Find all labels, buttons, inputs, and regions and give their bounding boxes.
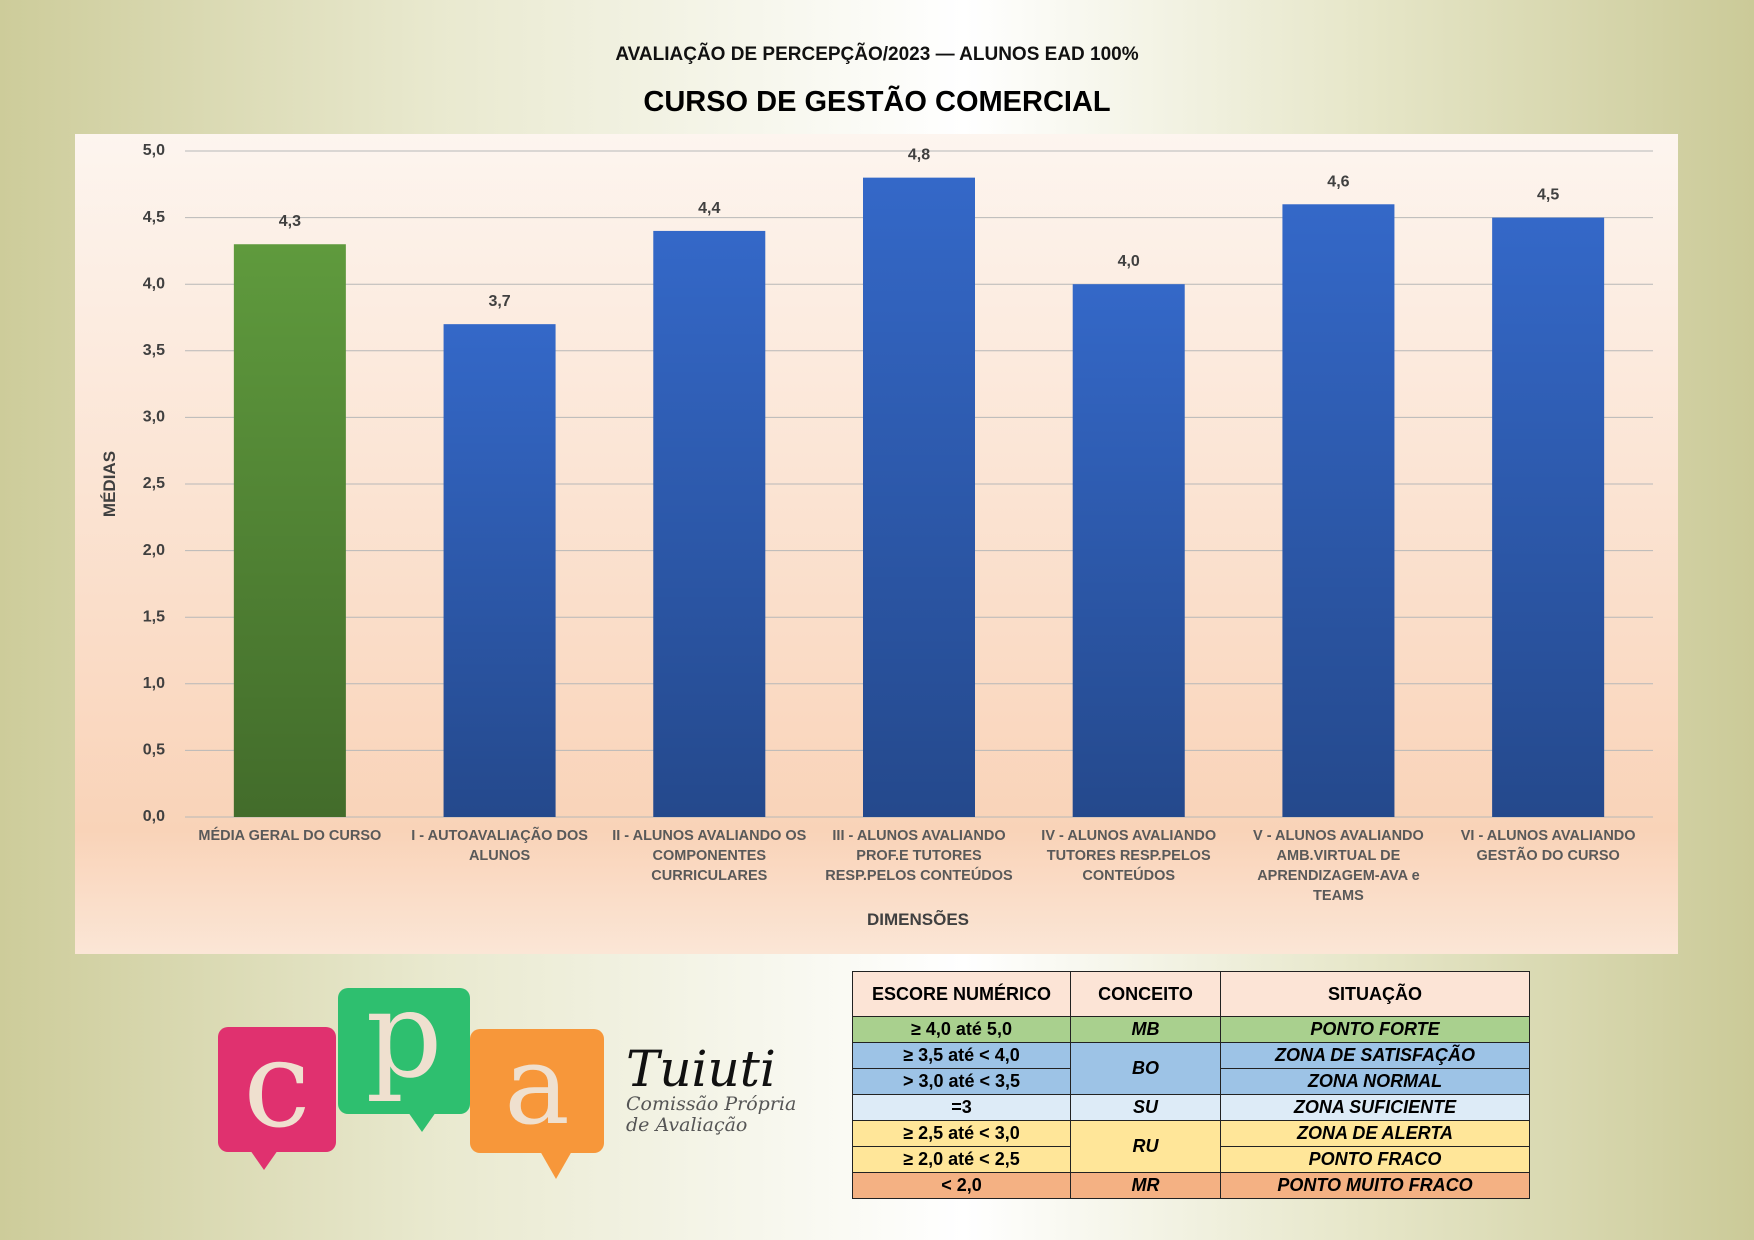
logo-letter: a bbox=[470, 1029, 604, 1153]
table-row: ≥ 2,5 até < 3,0 RU ZONA DE ALERTA bbox=[852, 1120, 1530, 1173]
concept-cell: SU bbox=[1070, 1094, 1221, 1121]
x-tick-label: V - ALUNOS AVALIANDO AMB.VIRTUAL DE APRE… bbox=[1253, 828, 1424, 904]
y-tick-label: 2,0 bbox=[143, 542, 165, 559]
logo-letter: p bbox=[338, 976, 470, 1114]
logo-tail bbox=[408, 1112, 436, 1132]
logo-name: Tuiuti bbox=[626, 1040, 776, 1098]
y-tick-label: 0,0 bbox=[143, 808, 165, 825]
bar-shade bbox=[653, 230, 766, 818]
logo-tail bbox=[250, 1150, 278, 1170]
logo-tail bbox=[540, 1151, 572, 1179]
y-tick-label: 3,5 bbox=[143, 342, 165, 359]
score-cell: < 2,0 bbox=[852, 1172, 1071, 1199]
y-tick-label: 4,5 bbox=[143, 209, 165, 226]
x-axis-label: DIMENSÕES bbox=[867, 909, 969, 929]
score-cell: =3 bbox=[852, 1094, 1071, 1121]
concept-cell: BO bbox=[1070, 1042, 1221, 1095]
score-cell: ≥ 4,0 até 5,0 bbox=[852, 1016, 1071, 1043]
value-label: 4,0 bbox=[1118, 253, 1140, 270]
header-cell: ESCORE NUMÉRICO bbox=[852, 971, 1071, 1017]
situation-cell: PONTO FRACO bbox=[1220, 1146, 1530, 1173]
logo-subtitle: Comissão Própria de Avaliação bbox=[626, 1094, 796, 1136]
bar-shade bbox=[443, 324, 556, 817]
y-tick-label: 1,0 bbox=[143, 675, 165, 692]
x-tick-label: III - ALUNOS AVALIANDO PROF.E TUTORES RE… bbox=[825, 828, 1013, 884]
logo-line: Comissão Própria bbox=[626, 1093, 797, 1115]
header-cell: CONCEITO bbox=[1070, 971, 1221, 1017]
table-row: =3 SU ZONA SUFICIENTE bbox=[852, 1094, 1530, 1121]
value-label: 4,5 bbox=[1537, 187, 1559, 204]
bar-shade bbox=[1282, 204, 1395, 817]
bar-shade bbox=[1072, 284, 1185, 817]
logo-letter: c bbox=[218, 1026, 336, 1152]
table-header: ESCORE NUMÉRICO CONCEITO SITUAÇÃO bbox=[852, 971, 1530, 1017]
score-cell: > 3,0 até < 3,5 bbox=[852, 1068, 1071, 1095]
concept-cell: MR bbox=[1070, 1172, 1221, 1199]
situation-cell: ZONA NORMAL bbox=[1220, 1068, 1530, 1095]
value-label: 3,7 bbox=[488, 293, 510, 310]
page-subtitle: AVALIAÇÃO DE PERCEPÇÃO/2023 — ALUNOS EAD… bbox=[615, 44, 1139, 65]
bar-shade bbox=[863, 177, 975, 817]
situation-cell: ZONA DE SATISFAÇÃO bbox=[1220, 1042, 1530, 1069]
x-tick-label: II - ALUNOS AVALIANDO OS COMPONENTES CUR… bbox=[612, 828, 807, 884]
legend-table: ESCORE NUMÉRICO CONCEITO SITUAÇÃO ≥ 4,0 até… bbox=[852, 971, 1530, 1199]
y-tick-label: 3,0 bbox=[143, 409, 165, 426]
situation-cell: ZONA DE ALERTA bbox=[1220, 1120, 1530, 1147]
situation-cell: ZONA SUFICIENTE bbox=[1220, 1094, 1530, 1121]
chart: MÉDIAS DIMENSÕES 0,0 0,5 1,0 1,5 2,0 2,5 3,0 3,… bbox=[100, 142, 1653, 929]
logo-line: de Avaliação bbox=[626, 1114, 748, 1136]
concept-cell: MB bbox=[1070, 1016, 1221, 1043]
y-tick-label: 5,0 bbox=[143, 142, 165, 159]
score-cell: ≥ 2,5 até < 3,0 bbox=[852, 1120, 1071, 1147]
y-tick-label: 1,5 bbox=[143, 608, 165, 625]
y-tick-label: 2,5 bbox=[143, 475, 165, 492]
situation-cell: PONTO FORTE bbox=[1220, 1016, 1530, 1043]
table-row: ≥ 2,0 até < 2,5 PONTO FRACO bbox=[852, 1146, 1530, 1173]
x-tick-label: VI - ALUNOS AVALIANDO GESTÃO DO CURSO bbox=[1460, 828, 1636, 864]
bar-shade bbox=[233, 244, 346, 818]
value-label: 4,4 bbox=[698, 200, 720, 217]
table-body: ESCORE NUMÉRICO CONCEITO SITUAÇÃO ≥ 4,0 até… bbox=[852, 971, 1530, 1199]
table-row: ≥ 3,5 até < 4,0 BO ZONA DE SATISFAÇÃO bbox=[852, 1042, 1530, 1095]
bar-shade bbox=[1492, 217, 1605, 818]
score-cell: ≥ 3,5 até < 4,0 bbox=[852, 1042, 1071, 1069]
x-tick-label: MÉDIA GERAL DO CURSO bbox=[198, 828, 382, 844]
y-axis-label: MÉDIAS bbox=[100, 451, 119, 517]
concept-cell: RU bbox=[1070, 1120, 1221, 1173]
situation-cell: PONTO MUITO FRACO bbox=[1220, 1172, 1530, 1199]
value-label: 4,6 bbox=[1327, 173, 1349, 190]
x-tick-label: I - AUTOAVALIAÇÃO DOS ALUNOS bbox=[411, 828, 588, 864]
value-label: 4,8 bbox=[908, 147, 930, 164]
chart-title: CURSO DE GESTÃO COMERCIAL bbox=[643, 86, 1111, 118]
table-row: ≥ 4,0 até 5,0 MB PONTO FORTE bbox=[852, 1016, 1530, 1043]
score-cell: ≥ 2,0 até < 2,5 bbox=[852, 1146, 1071, 1173]
x-tick-label: IV - ALUNOS AVALIANDO TUTORES RESP.PELOS… bbox=[1041, 828, 1217, 884]
y-tick-label: 4,0 bbox=[143, 275, 165, 292]
header-cell: SITUAÇÃO bbox=[1220, 971, 1530, 1017]
y-tick-label: 0,5 bbox=[143, 742, 165, 759]
value-label: 4,3 bbox=[279, 213, 301, 230]
table-row: > 3,0 até < 3,5 ZONA NORMAL bbox=[852, 1068, 1530, 1095]
table-row: < 2,0 MR PONTO MUITO FRACO bbox=[852, 1172, 1530, 1199]
